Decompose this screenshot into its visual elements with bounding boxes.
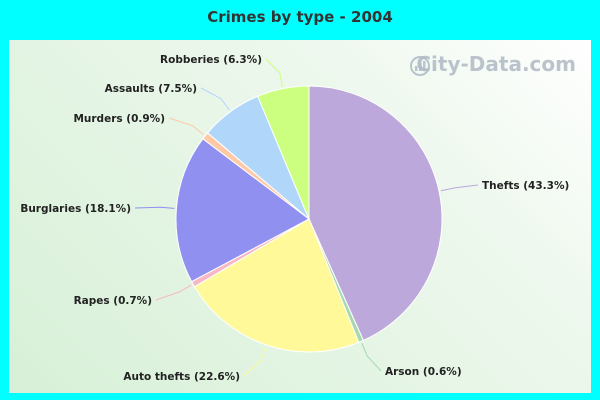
- leader-line: [440, 184, 479, 192]
- slice-label: Rapes (0.7%): [74, 295, 152, 307]
- watermark: City-Data.com: [416, 52, 576, 76]
- slice-label: Burglaries (18.1%): [20, 203, 131, 215]
- leader-line: [243, 346, 267, 377]
- pie-slice: [257, 85, 310, 220]
- chart-title: Crimes by type - 2004: [207, 8, 393, 26]
- slice-label: Thefts (43.3%): [482, 180, 569, 192]
- slice-label: Assaults (7.5%): [105, 83, 197, 95]
- pie-slice: [175, 138, 310, 283]
- leader-line: [168, 117, 204, 135]
- pie-slice: [308, 85, 443, 342]
- slice-label: Auto thefts (22.6%): [123, 371, 240, 383]
- leader-line: [155, 284, 192, 301]
- leader-line: [361, 343, 382, 372]
- slice-label: Robberies (6.3%): [160, 54, 262, 66]
- leader-line: [265, 58, 283, 87]
- slice-label: Arson (0.6%): [385, 366, 462, 378]
- slice-label: Murders (0.9%): [73, 113, 165, 125]
- leader-line: [134, 206, 175, 209]
- pie-slice: [193, 218, 360, 353]
- city-data-logo-icon: [410, 56, 430, 76]
- leader-line: [200, 87, 230, 111]
